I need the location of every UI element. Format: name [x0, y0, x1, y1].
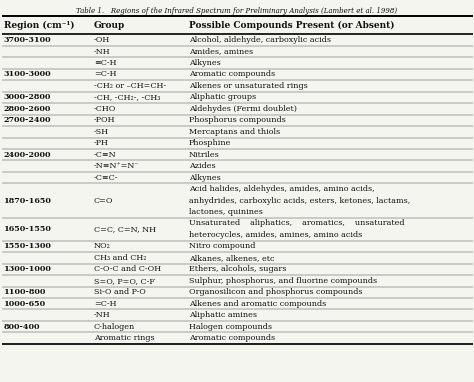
Text: -N≡N⁺=N⁻: -N≡N⁺=N⁻ [94, 162, 139, 170]
Text: Alkenes or unsaturated rings: Alkenes or unsaturated rings [189, 82, 308, 90]
Text: =C-H: =C-H [94, 300, 116, 308]
Text: Alkanes, alkenes, etc: Alkanes, alkenes, etc [189, 254, 274, 262]
Text: -CH, -CH₂-, -CH₃: -CH, -CH₂-, -CH₃ [94, 94, 160, 101]
Text: Alcohol, aldehyde, carboxylic acids: Alcohol, aldehyde, carboxylic acids [189, 36, 331, 44]
Text: Possible Compounds Present (or Absent): Possible Compounds Present (or Absent) [189, 21, 394, 30]
Text: -NH: -NH [94, 48, 110, 55]
Text: Si-O and P-O: Si-O and P-O [94, 288, 146, 296]
Text: Region (cm⁻¹): Region (cm⁻¹) [4, 21, 74, 30]
Text: Aldehydes (Fermi doublet): Aldehydes (Fermi doublet) [189, 105, 297, 113]
Text: 3100-3000: 3100-3000 [4, 71, 51, 78]
Text: 1000-650: 1000-650 [4, 300, 46, 308]
Text: Aromatic rings: Aromatic rings [94, 334, 155, 342]
Text: 1300-1000: 1300-1000 [4, 265, 52, 273]
Text: -OH: -OH [94, 36, 110, 44]
Text: -SH: -SH [94, 128, 109, 136]
Text: Table 1.   Regions of the Infrared Spectrum for Preliminary Analysis (Lambert et: Table 1. Regions of the Infrared Spectru… [76, 7, 398, 15]
Text: Unsaturated    aliphatics,    aromatics,    unsaturated: Unsaturated aliphatics, aromatics, unsat… [189, 220, 404, 227]
Text: Organosilicon and phosphorus compounds: Organosilicon and phosphorus compounds [189, 288, 362, 296]
Text: anhydrides, carboxylic acids, esters, ketones, lactams,: anhydrides, carboxylic acids, esters, ke… [189, 197, 410, 204]
Text: Amides, amines: Amides, amines [189, 48, 253, 55]
Text: 3000-2800: 3000-2800 [4, 94, 51, 101]
Text: =C-H: =C-H [94, 71, 116, 78]
Text: lactones, quinines: lactones, quinines [189, 208, 263, 216]
Text: 2700-2400: 2700-2400 [4, 117, 51, 124]
Text: Azides: Azides [189, 162, 215, 170]
Text: Alkynes: Alkynes [189, 59, 220, 67]
Text: C-halogen: C-halogen [94, 323, 135, 330]
Text: Mercaptans and thiols: Mercaptans and thiols [189, 128, 280, 136]
Text: 3700-3100: 3700-3100 [4, 36, 51, 44]
Text: -CHO: -CHO [94, 105, 116, 113]
Text: C=O: C=O [94, 197, 113, 204]
Text: Nitro compound: Nitro compound [189, 243, 255, 250]
Text: Aromatic compounds: Aromatic compounds [189, 334, 275, 342]
Text: Ethers, alcohols, sugars: Ethers, alcohols, sugars [189, 265, 286, 273]
Text: Aliphatic amines: Aliphatic amines [189, 311, 256, 319]
Text: -C≡N: -C≡N [94, 151, 117, 159]
Text: Phosphorus compounds: Phosphorus compounds [189, 117, 285, 124]
Text: ≡C-H: ≡C-H [94, 59, 116, 67]
Text: -NH: -NH [94, 311, 110, 319]
Text: Aromatic compounds: Aromatic compounds [189, 71, 275, 78]
Text: Alkynes: Alkynes [189, 174, 220, 181]
Text: 2400-2000: 2400-2000 [4, 151, 51, 159]
Text: 1870-1650: 1870-1650 [4, 197, 52, 204]
Text: NO₂: NO₂ [94, 243, 111, 250]
Text: Aliphatic groups: Aliphatic groups [189, 94, 256, 101]
Text: -CH₂ or –CH=CH-: -CH₂ or –CH=CH- [94, 82, 166, 90]
Text: -PH: -PH [94, 139, 109, 147]
Text: Nitriles: Nitriles [189, 151, 219, 159]
Text: CH₃ and CH₂: CH₃ and CH₂ [94, 254, 146, 262]
Text: Sulphur, phosphorus, and fluorine compounds: Sulphur, phosphorus, and fluorine compou… [189, 277, 377, 285]
Text: Acid halides, aldehydes, amides, amino acids,: Acid halides, aldehydes, amides, amino a… [189, 185, 374, 193]
Text: -POH: -POH [94, 117, 115, 124]
Text: C=C, C=N, NH: C=C, C=N, NH [94, 225, 156, 233]
Text: -C≡C-: -C≡C- [94, 174, 118, 181]
Text: Alkenes and aromatic compounds: Alkenes and aromatic compounds [189, 300, 326, 308]
Text: Halogen compounds: Halogen compounds [189, 323, 272, 330]
Text: 1650-1550: 1650-1550 [4, 225, 52, 233]
Text: S=O, P=O, C-F: S=O, P=O, C-F [94, 277, 155, 285]
Text: 1550-1300: 1550-1300 [4, 243, 52, 250]
Text: 2800-2600: 2800-2600 [4, 105, 51, 113]
Text: 1100-800: 1100-800 [4, 288, 46, 296]
Text: Phosphine: Phosphine [189, 139, 231, 147]
Text: 800-400: 800-400 [4, 323, 40, 330]
Text: heterocycles, amides, amines, amino acids: heterocycles, amides, amines, amino acid… [189, 231, 362, 239]
Text: C-O-C and C-OH: C-O-C and C-OH [94, 265, 161, 273]
Text: Group: Group [94, 21, 125, 30]
